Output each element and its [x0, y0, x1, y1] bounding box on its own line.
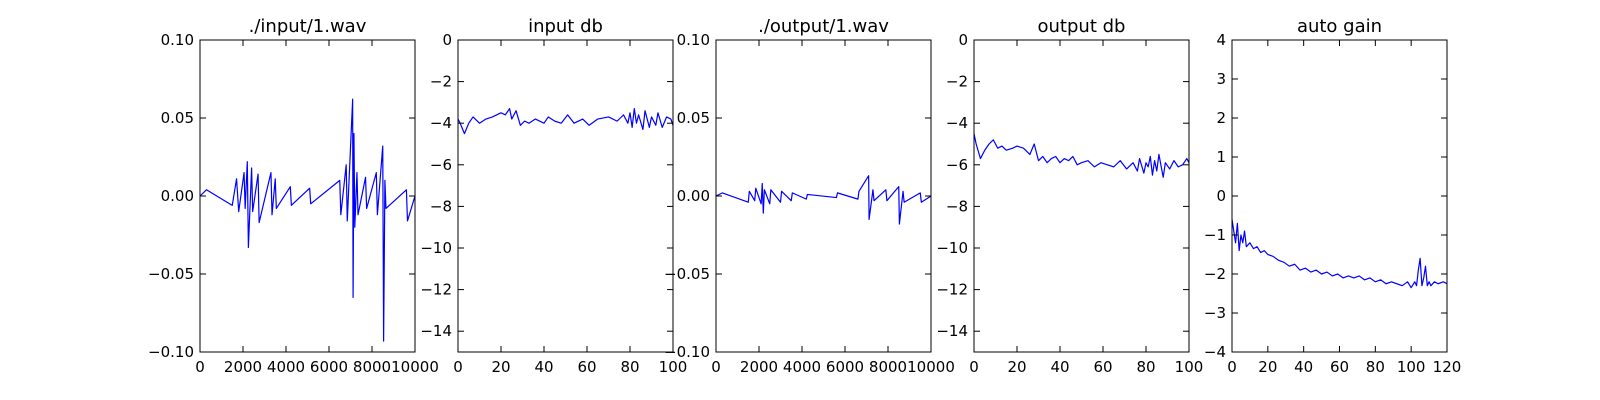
y-tick-label: 0.10 — [161, 31, 194, 49]
y-tick-label: −14 — [936, 322, 968, 340]
x-tick-label: 0 — [969, 358, 979, 376]
series-line-1 — [1231, 219, 1448, 289]
y-tick-label: −0.10 — [664, 343, 710, 361]
series-line-1 — [973, 133, 1190, 178]
x-tick-label: 60 — [1093, 358, 1112, 376]
y-tick-label: 0 — [958, 31, 968, 49]
subplot-title: auto gain — [1297, 16, 1382, 37]
axes-frame — [973, 39, 1190, 353]
x-tick-label: 20 — [491, 358, 510, 376]
x-tick-label: 6000 — [826, 358, 864, 376]
axes-frame — [457, 39, 674, 353]
x-tick-label: 100 — [1397, 358, 1426, 376]
axes-frame — [1231, 39, 1448, 353]
x-tick-label: 60 — [1330, 358, 1349, 376]
y-tick-label: −2 — [1204, 265, 1226, 283]
x-tick-label: 0 — [453, 358, 463, 376]
x-tick-label: 120 — [1433, 358, 1462, 376]
x-tick-label: 20 — [1007, 358, 1026, 376]
x-tick-label: 4000 — [783, 358, 821, 376]
y-tick-label: −12 — [936, 281, 968, 299]
series-line-1 — [715, 175, 932, 225]
x-tick-label: 6000 — [310, 358, 348, 376]
y-tick-label: 0.00 — [677, 187, 710, 205]
y-tick-label: 0 — [1216, 187, 1226, 205]
x-tick-label: 40 — [1050, 358, 1069, 376]
y-tick-label: −10 — [420, 239, 452, 257]
y-tick-label: −8 — [430, 197, 452, 215]
x-tick-label: 8000 — [869, 358, 907, 376]
y-tick-label: 2 — [1216, 109, 1226, 127]
x-tick-label: 100 — [1175, 358, 1204, 376]
y-tick-label: −0.05 — [664, 265, 710, 283]
y-tick-label: −1 — [1204, 226, 1226, 244]
subplot-title: output db — [1038, 16, 1126, 37]
y-tick-label: −6 — [946, 156, 968, 174]
x-tick-label: 100 — [659, 358, 688, 376]
x-tick-label: 0 — [711, 358, 721, 376]
y-tick-label: 0 — [442, 31, 452, 49]
x-tick-label: 2000 — [224, 358, 262, 376]
y-tick-label: 4 — [1216, 31, 1226, 49]
y-tick-label: 0.05 — [161, 109, 194, 127]
x-tick-label: 60 — [577, 358, 596, 376]
y-tick-label: −6 — [430, 156, 452, 174]
x-tick-label: 2000 — [740, 358, 778, 376]
y-tick-label: −4 — [1204, 343, 1226, 361]
y-tick-label: −2 — [430, 73, 452, 91]
x-tick-label: 40 — [534, 358, 553, 376]
y-tick-label: −2 — [946, 73, 968, 91]
series-line-1 — [199, 98, 416, 342]
subplot-3: ./output/1.wav 0 2000 4000 6000 8000 10000 0.10… — [664, 16, 955, 376]
y-tick-label: −4 — [430, 114, 452, 132]
y-tick-label: 0.00 — [161, 187, 194, 205]
subplot-5: auto gain 0 20 40 60 80 100 120 4 3 2 1 0 −1 −2 −3 −4 — [1204, 16, 1461, 376]
y-tick-label: −4 — [946, 114, 968, 132]
y-tick-label: 0.05 — [677, 109, 710, 127]
x-tick-label: 8000 — [353, 358, 391, 376]
x-tick-label: 40 — [1294, 358, 1313, 376]
subplot-title: ./input/1.wav — [249, 16, 367, 37]
x-tick-label: 4000 — [267, 358, 305, 376]
series-line-1 — [457, 108, 674, 135]
x-tick-label: 0 — [1227, 358, 1237, 376]
y-tick-label: −14 — [420, 322, 452, 340]
subplot-1: ./input/1.wav 0 2000 4000 6000 8000 10000 0.10 0… — [148, 16, 439, 376]
subplot-title: ./output/1.wav — [758, 16, 889, 37]
y-tick-label: −10 — [936, 239, 968, 257]
x-tick-label: 10000 — [391, 358, 439, 376]
y-tick-label: 0.10 — [677, 31, 710, 49]
subplot-title: input db — [528, 16, 603, 37]
y-tick-label: −3 — [1204, 304, 1226, 322]
subplot-4: output db 0 20 40 60 80 100 0 −2 −4 −6 −8 −10 −12 −14 — [936, 16, 1203, 376]
y-tick-label: 3 — [1216, 70, 1226, 88]
x-tick-label: 0 — [195, 358, 205, 376]
x-tick-label: 80 — [1366, 358, 1385, 376]
y-tick-label: 1 — [1216, 148, 1226, 166]
x-tick-label: 20 — [1258, 358, 1277, 376]
x-tick-label: 10000 — [907, 358, 955, 376]
x-tick-label: 80 — [620, 358, 639, 376]
y-tick-label: −8 — [946, 197, 968, 215]
y-tick-label: −12 — [420, 281, 452, 299]
x-tick-label: 80 — [1136, 358, 1155, 376]
y-tick-label: −0.05 — [148, 265, 194, 283]
subplot-2: input db 0 20 40 60 80 100 0 −2 −4 −6 −8 −10 −12 −14 — [420, 16, 687, 376]
y-tick-label: −0.10 — [148, 343, 194, 361]
